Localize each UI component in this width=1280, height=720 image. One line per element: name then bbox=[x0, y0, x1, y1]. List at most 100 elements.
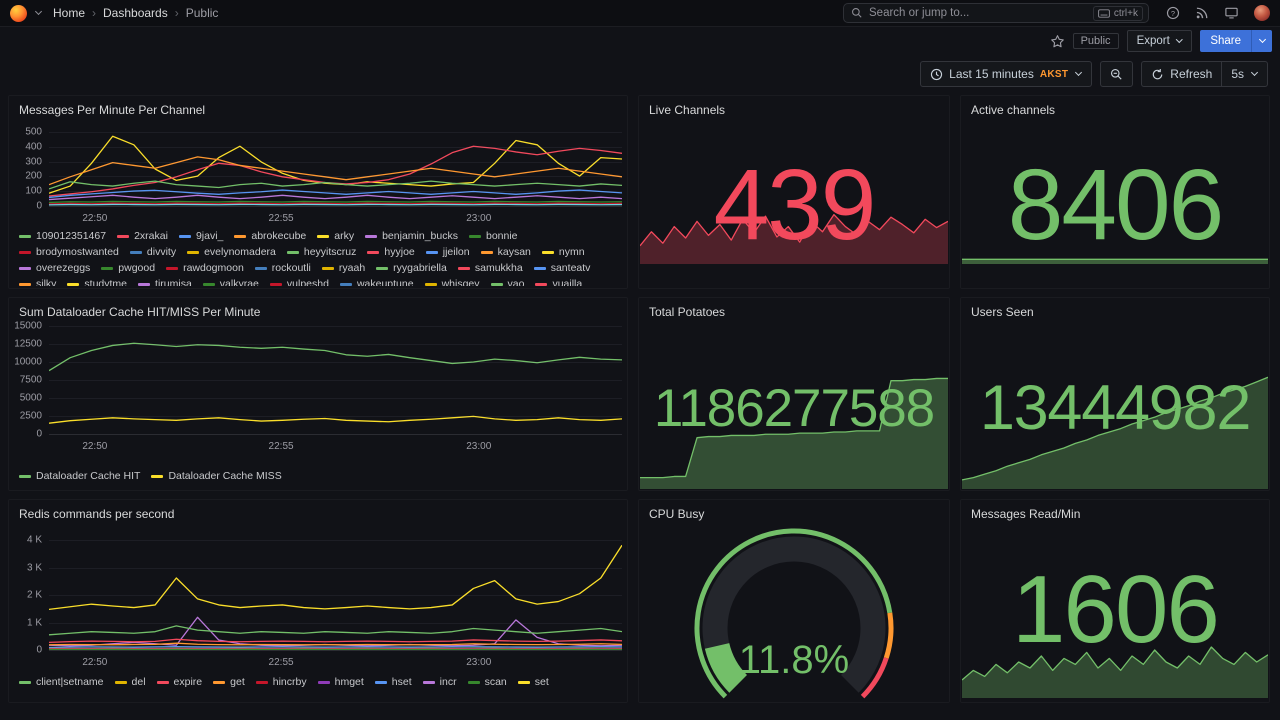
legend-item[interactable]: whisqey bbox=[424, 278, 480, 286]
panel-cpu-busy: CPU Busy 11.8% bbox=[638, 499, 950, 703]
legend-item[interactable]: tirumisa bbox=[138, 278, 192, 286]
share-button[interactable]: Share bbox=[1200, 30, 1251, 52]
panel-title[interactable]: Active channels bbox=[971, 103, 1056, 117]
plot-area[interactable] bbox=[49, 326, 622, 435]
stat-value: 439 bbox=[713, 149, 877, 261]
legend-item[interactable]: divvity bbox=[129, 246, 176, 258]
legend-item[interactable]: client|setname bbox=[19, 676, 104, 688]
panel-title[interactable]: Sum Dataloader Cache HIT/MISS Per Minute bbox=[19, 305, 261, 319]
timezone-label: AKST bbox=[1039, 68, 1069, 80]
dashboard-grid: Messages Per Minute Per Channel 500 400 30… bbox=[0, 93, 1280, 711]
breadcrumb-separator: › bbox=[174, 6, 179, 20]
panel-title[interactable]: Users Seen bbox=[971, 305, 1034, 319]
sparkline bbox=[962, 375, 1268, 489]
refresh-interval-dropdown[interactable]: 5s bbox=[1221, 61, 1268, 87]
legend-item[interactable]: samukkha bbox=[457, 262, 523, 274]
legend-item[interactable]: studytme bbox=[67, 278, 127, 286]
panel-title[interactable]: Redis commands per second bbox=[19, 507, 175, 521]
legend-item[interactable]: abrokecube bbox=[234, 230, 306, 242]
legend-item[interactable]: 9javi_ bbox=[178, 230, 223, 242]
legend-item[interactable]: ryygabriella bbox=[376, 262, 447, 274]
chart-canvas[interactable] bbox=[49, 540, 622, 650]
panel-title[interactable]: Messages Read/Min bbox=[971, 507, 1081, 521]
breadcrumb-dashboards[interactable]: Dashboards bbox=[103, 6, 168, 20]
legend-item[interactable]: incr bbox=[422, 676, 457, 688]
legend-item[interactable]: 109012351467 bbox=[19, 230, 106, 242]
grafana-logo[interactable] bbox=[10, 4, 27, 22]
legend-item[interactable]: overezeggs bbox=[19, 262, 90, 274]
legend-item[interactable]: vuailla bbox=[535, 278, 582, 286]
legend-item[interactable]: hmget bbox=[317, 676, 364, 688]
panel-title[interactable]: Live Channels bbox=[649, 103, 726, 117]
legend-item[interactable]: del bbox=[114, 676, 146, 688]
legend-item[interactable]: jjeilon bbox=[425, 246, 470, 258]
y-axis: 15000 12500 10000 7500 5000 2500 0 bbox=[14, 320, 42, 440]
dashboard-tag[interactable]: Public bbox=[1072, 33, 1119, 49]
legend-swatch bbox=[213, 680, 226, 684]
breadcrumb-home[interactable]: Home bbox=[53, 6, 86, 20]
chart-canvas[interactable] bbox=[49, 132, 622, 206]
legend-item[interactable]: expire bbox=[156, 676, 202, 688]
user-avatar[interactable] bbox=[1254, 5, 1270, 21]
zoom-out-icon bbox=[1111, 68, 1122, 80]
monitor-icon[interactable] bbox=[1224, 6, 1239, 20]
legend-item[interactable]: heyyitscruz bbox=[286, 246, 356, 258]
help-icon[interactable]: ? bbox=[1166, 6, 1180, 20]
legend-item[interactable]: vao bbox=[490, 278, 524, 286]
legend-item[interactable]: Dataloader Cache HIT bbox=[19, 470, 140, 482]
legend-swatch bbox=[151, 474, 164, 478]
legend-swatch bbox=[339, 282, 352, 286]
legend-item[interactable]: benjamin_bucks bbox=[365, 230, 458, 242]
legend-item[interactable]: vulpeshd bbox=[269, 278, 329, 286]
legend-item[interactable]: scan bbox=[467, 676, 507, 688]
legend-swatch bbox=[138, 282, 151, 286]
zoom-out-button[interactable] bbox=[1100, 61, 1134, 87]
legend-item[interactable]: 2xrakai bbox=[117, 230, 168, 242]
breadcrumb-public[interactable]: Public bbox=[185, 6, 219, 20]
gauge-chart bbox=[694, 528, 894, 699]
panel-title[interactable]: Messages Per Minute Per Channel bbox=[19, 103, 206, 117]
legend-swatch bbox=[129, 250, 142, 254]
legend-item[interactable]: hyyjoe bbox=[367, 246, 415, 258]
share-menu-button[interactable] bbox=[1251, 30, 1272, 52]
legend-item[interactable]: get bbox=[213, 676, 245, 688]
legend-item[interactable]: bonnie bbox=[468, 230, 518, 242]
legend-swatch bbox=[541, 250, 554, 254]
legend-item[interactable]: hset bbox=[374, 676, 412, 688]
legend-item[interactable]: evelynomadera bbox=[187, 246, 276, 258]
legend-item[interactable]: set bbox=[517, 676, 549, 688]
time-range-picker[interactable]: Last 15 minutes AKST bbox=[920, 61, 1093, 87]
panel-title[interactable]: Total Potatoes bbox=[649, 305, 726, 319]
plot-area[interactable] bbox=[49, 540, 622, 651]
legend-item[interactable]: rockoutli bbox=[254, 262, 311, 274]
time-series-chart[interactable]: 15000 12500 10000 7500 5000 2500 0 22:50 22:55 2… bbox=[14, 320, 622, 452]
legend-swatch bbox=[424, 282, 437, 286]
legend-item[interactable]: hincrby bbox=[255, 676, 307, 688]
panel-title[interactable]: CPU Busy bbox=[649, 507, 705, 521]
legend-item[interactable]: brodymostwanted bbox=[19, 246, 119, 258]
legend-swatch bbox=[321, 266, 334, 270]
legend-item[interactable]: rawdogmoon bbox=[166, 262, 244, 274]
search-input[interactable]: Search or jump to... ctrl+k bbox=[843, 3, 1149, 23]
chevron-down-icon[interactable] bbox=[34, 7, 43, 16]
legend-item[interactable]: silky bbox=[19, 278, 56, 286]
legend-item[interactable]: kaysan bbox=[480, 246, 531, 258]
rss-icon[interactable] bbox=[1195, 6, 1209, 20]
refresh-button[interactable]: Refresh bbox=[1141, 61, 1222, 87]
legend-item[interactable]: valkyrae bbox=[202, 278, 259, 286]
dashboard-toolbar: Public Export Share bbox=[0, 27, 1280, 55]
legend-item[interactable]: nymn bbox=[541, 246, 585, 258]
legend-item[interactable]: pwgood bbox=[101, 262, 155, 274]
export-button[interactable]: Export bbox=[1126, 30, 1193, 52]
legend-item[interactable]: arky bbox=[317, 230, 354, 242]
legend-item[interactable]: Dataloader Cache MISS bbox=[151, 470, 282, 482]
time-series-chart[interactable]: 500 400 300 200 100 0 22:50 22:55 23:00 bbox=[15, 127, 622, 224]
chart-canvas[interactable] bbox=[49, 326, 622, 434]
plot-area[interactable] bbox=[49, 132, 622, 207]
legend-swatch bbox=[156, 680, 169, 684]
legend-item[interactable]: wakeuptune bbox=[339, 278, 414, 286]
legend-item[interactable]: ryaah bbox=[321, 262, 365, 274]
star-icon[interactable] bbox=[1050, 34, 1065, 49]
legend-item[interactable]: santeatv bbox=[533, 262, 590, 274]
